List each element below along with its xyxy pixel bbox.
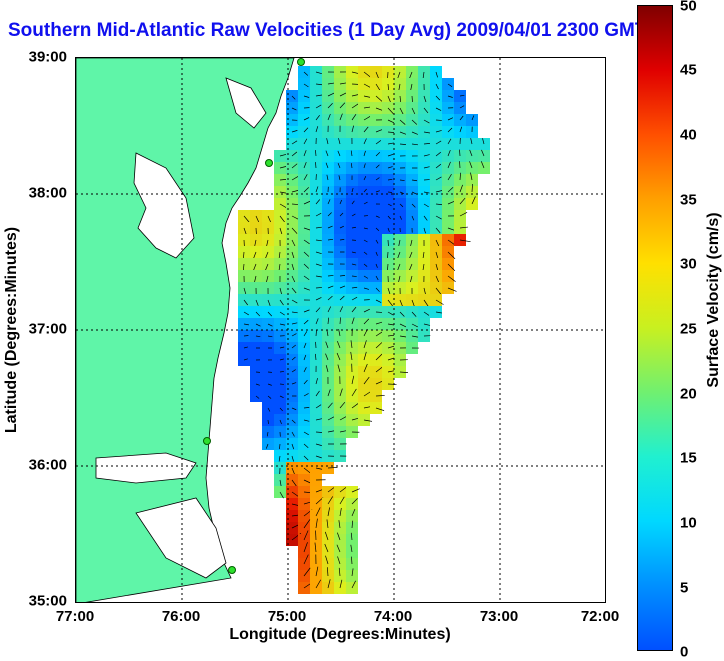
colorbar-tick: 45 <box>680 62 697 79</box>
x-tick-label: 72:00 <box>581 608 619 625</box>
station-marker <box>266 160 273 167</box>
x-tick-label: 75:00 <box>268 608 306 625</box>
station-marker <box>204 438 211 445</box>
colorbar-tick: 30 <box>680 256 697 273</box>
y-tick-label: 37:00 <box>29 321 67 338</box>
station-marker <box>298 59 305 66</box>
colorbar-tick: 40 <box>680 127 697 144</box>
colorbar-tick: 0 <box>680 644 688 661</box>
colorbar-label: Surface Velocity (cm/s) <box>705 212 723 387</box>
x-tick-label: 73:00 <box>480 608 518 625</box>
y-tick-label: 36:00 <box>29 457 67 474</box>
y-tick-label: 38:00 <box>29 185 67 202</box>
colorbar-tick: 20 <box>680 386 697 403</box>
colorbar-tick: 50 <box>680 0 697 15</box>
x-tick-label: 77:00 <box>56 608 94 625</box>
station-marker <box>229 567 236 574</box>
colorbar <box>637 5 673 651</box>
map-svg <box>76 58 606 603</box>
colorbar-tick: 25 <box>680 321 697 338</box>
colorbar-tick: 5 <box>680 580 688 597</box>
map-plot-area[interactable] <box>75 57 606 603</box>
x-axis-label: Longitude (Degrees:Minutes) <box>229 626 450 644</box>
colorbar-tick: 10 <box>680 515 697 532</box>
y-tick-label: 39:00 <box>29 49 67 66</box>
y-tick-label: 35:00 <box>29 593 67 610</box>
y-axis-label: Latitude (Degrees:Minutes) <box>3 227 21 433</box>
x-tick-label: 76:00 <box>162 608 200 625</box>
colorbar-tick: 35 <box>680 192 697 209</box>
colorbar-tick: 15 <box>680 450 697 467</box>
map-title: Southern Mid-Atlantic Raw Velocities (1 … <box>8 20 646 42</box>
x-tick-label: 74:00 <box>374 608 412 625</box>
